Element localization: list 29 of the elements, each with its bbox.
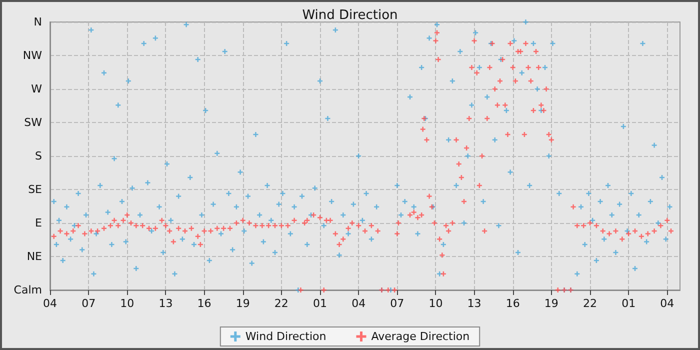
category-label: NE bbox=[26, 250, 42, 263]
x-tick-label: 19 bbox=[236, 297, 250, 310]
x-tick-label: 04 bbox=[43, 297, 57, 310]
chart-title: Wind Direction bbox=[302, 8, 398, 23]
category-label: E bbox=[35, 216, 42, 230]
category-label: SW bbox=[24, 116, 42, 129]
category-label: SE bbox=[28, 183, 42, 196]
x-tick-label: 13 bbox=[158, 297, 173, 310]
x-tick-label: 10 bbox=[120, 297, 134, 310]
x-tick-label: 04 bbox=[660, 297, 674, 310]
category-label: N bbox=[34, 16, 42, 28]
category-label: NW bbox=[22, 49, 42, 62]
legend-label: Wind Direction bbox=[245, 330, 326, 343]
x-tick-label: 04 bbox=[352, 297, 366, 310]
x-tick-label: 07 bbox=[82, 297, 96, 310]
x-tick-label: 22 bbox=[274, 297, 288, 310]
x-tick-label: 01 bbox=[313, 297, 327, 310]
x-tick-label: 16 bbox=[197, 297, 212, 310]
x-tick-label: 16 bbox=[506, 297, 520, 310]
category-label: W bbox=[31, 82, 42, 96]
category-label: S bbox=[35, 150, 42, 162]
category-label: Calm bbox=[14, 284, 42, 296]
x-tick-label: 01 bbox=[622, 297, 636, 310]
x-tick-label: 19 bbox=[544, 297, 558, 310]
x-tick-label: 07 bbox=[390, 297, 404, 310]
x-tick-label: 10 bbox=[428, 297, 443, 310]
x-tick-label: 13 bbox=[467, 297, 482, 310]
legend-label: Average Direction bbox=[371, 330, 470, 343]
x-tick-label: 22 bbox=[583, 297, 597, 310]
